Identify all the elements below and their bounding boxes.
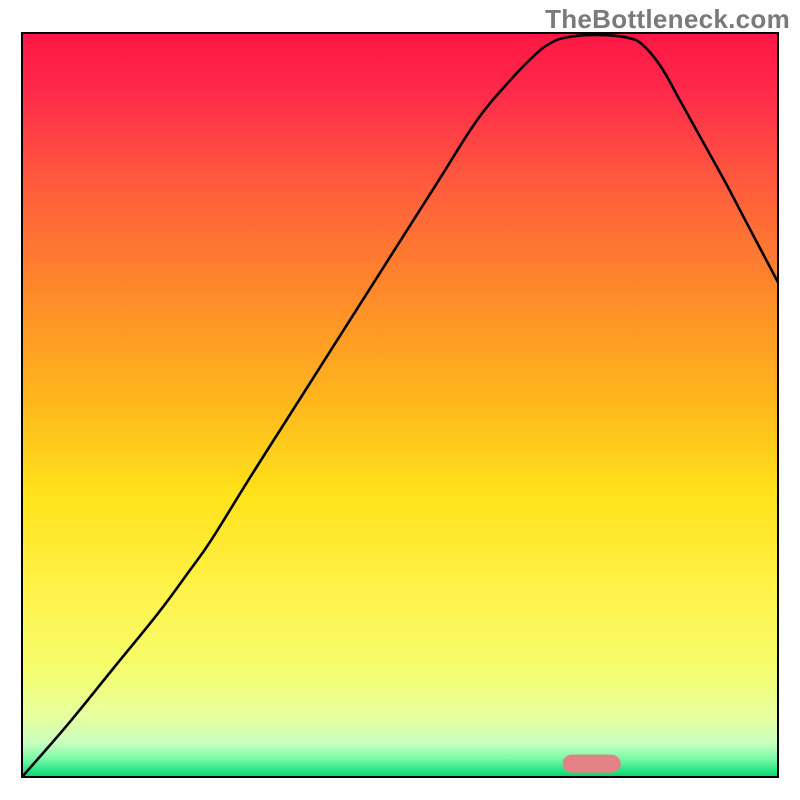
gradient-background	[22, 33, 778, 777]
min-marker	[563, 755, 621, 773]
chart-container: { "watermark": "TheBottleneck.com", "cha…	[0, 0, 800, 800]
watermark-text: TheBottleneck.com	[545, 4, 790, 35]
bottleneck-chart	[0, 0, 800, 800]
